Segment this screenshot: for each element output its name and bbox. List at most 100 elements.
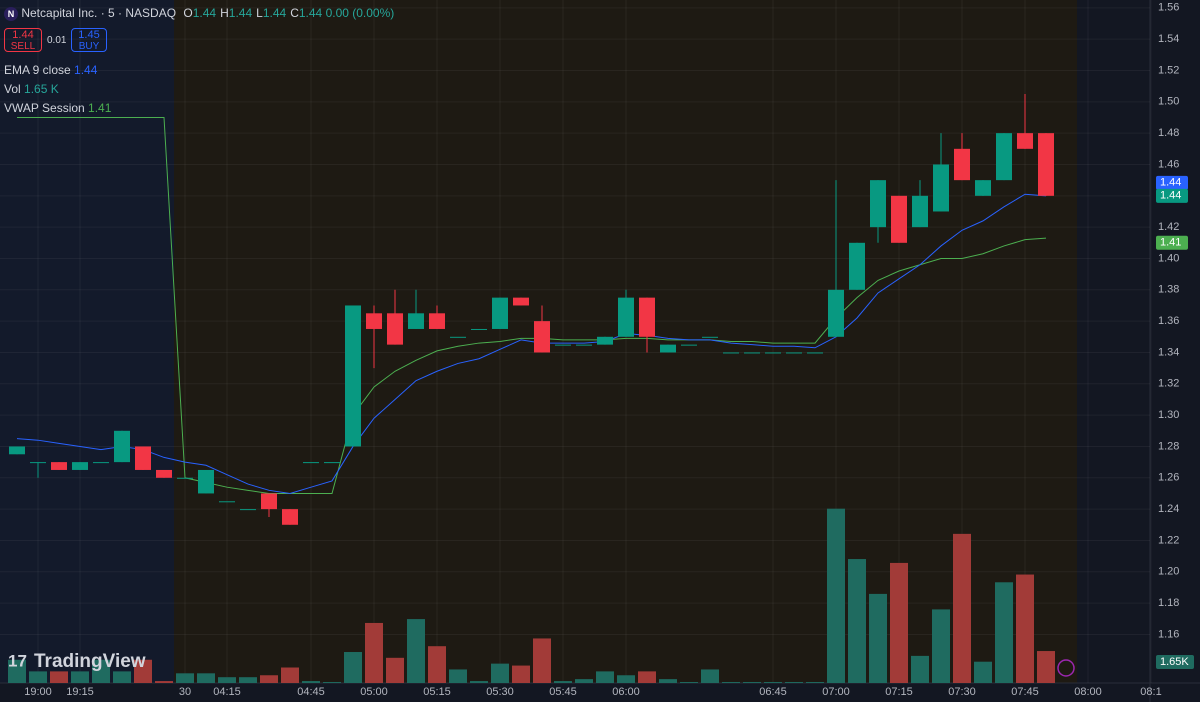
sell-price: 1.44 [12,29,34,41]
spread: 0.01 [47,35,67,46]
volume-bar [596,671,614,683]
x-tick-label: 05:15 [423,686,451,698]
axes: 1.16 1.18 1.20 1.22 1.24 1.26 1.28 1.30 1.32 1.34… [24,2,1194,698]
change: 0.00 (0.00%) [325,6,395,20]
premarket-session [174,0,1077,683]
buy-label: BUY [78,41,100,52]
ema-tag-bg [1156,175,1188,190]
candle-body [240,509,256,511]
ema-tag: 1.44 [1160,177,1181,189]
volume-bar [974,661,992,683]
x-tick-label: 08:1 [1140,686,1161,698]
volume-bar [260,675,278,683]
watermark: TradingView [34,651,146,672]
indicator: VWAP Session 1.41 [4,99,111,118]
volume-bar [995,582,1013,683]
ohlc-value: 1.44 [228,6,253,20]
indicator-name: Vol [4,82,21,96]
volume-tag-bg [1156,655,1194,670]
x-tick-label: 05:00 [360,686,388,698]
volume-bar [806,682,824,683]
candle-body [198,469,214,494]
candle-body [1017,133,1033,149]
candle-body [723,352,739,354]
watermark-logo: 17 [8,651,27,670]
sell-button[interactable]: 1.44 SELL [4,28,42,52]
buy-button[interactable]: 1.45 BUY [71,28,107,52]
candle-body [849,242,865,290]
ohlc-value: 1.44 [262,6,287,20]
volume-bar [617,675,635,683]
symbol: Netcapital Inc. · 5 · NASDAQ [21,6,177,20]
candle-body [219,501,235,503]
y-tick-label: 1.26 [1158,472,1179,484]
candle-body [912,195,928,228]
candle-body [1038,133,1054,196]
volume-bar [911,655,929,683]
volume-bar [638,671,656,683]
candle-body [681,344,697,346]
y-tick-label: 1.54 [1158,33,1179,45]
x-tick-label: 19:00 [24,686,52,698]
candle-body [765,352,781,354]
volume-bar [512,665,530,683]
volume-bar [113,671,131,683]
candle-body [408,313,424,329]
candle-body [954,148,970,181]
x-tick-label: 05:30 [486,686,514,698]
volume-bar [428,646,446,683]
candle-body [282,509,298,525]
candle-body [618,297,634,337]
volume-bar [701,669,719,683]
ohlc-key: C [290,6,299,20]
symbol-logo: N [4,7,18,21]
x-tick-label: 07:30 [948,686,976,698]
y-tick-label: 1.50 [1158,96,1179,108]
x-tick-label: 07:45 [1011,686,1039,698]
volume-bar [218,677,236,683]
y-tick-label: 1.28 [1158,440,1179,452]
candles [9,93,1054,525]
ohlc-key: H [220,6,229,20]
indicator: EMA 9 close 1.44 [4,61,111,80]
volume-bar [134,659,152,683]
volume-bar [659,679,677,683]
volume-bar [848,559,866,683]
volume-bar [890,562,908,683]
indicator-name: EMA 9 close [4,63,71,77]
symbol-row: N Netcapital Inc. · 5 · NASDAQ O1.44 H1.4… [4,6,394,21]
candle-body [597,336,613,345]
indicator-name: VWAP Session [4,101,85,115]
y-tick-label: 1.24 [1158,503,1179,515]
y-tick-label: 1.30 [1158,409,1179,421]
close-tag: 1.44 [1160,190,1181,202]
ohlc-key: O [183,6,193,20]
indicator: Vol 1.65 K [4,80,111,99]
y-tick-label: 1.16 [1158,628,1179,640]
replay-icon[interactable] [1057,659,1075,677]
x-tick-label: 19:15 [66,686,94,698]
y-tick-label: 1.34 [1158,346,1179,358]
volume-bar [554,681,572,683]
volume-bar [344,652,362,683]
close-tag-bg [1156,188,1188,203]
x-tick-label: 07:15 [885,686,913,698]
x-tick-label: 04:15 [213,686,241,698]
candle-body [744,352,760,354]
volume-tag: 1.65K [1160,656,1189,668]
volume-bar [386,657,404,683]
y-tick-label: 1.42 [1158,221,1179,233]
volume-bar [92,659,110,683]
candle-body [933,164,949,212]
indicator-value: 1.41 [88,101,112,115]
future-area [1077,0,1150,683]
y-tick-label: 1.32 [1158,378,1179,390]
candle-body [471,328,487,330]
volume-bar [365,622,383,683]
volume-bar [281,667,299,683]
indicator-value: 1.44 [74,63,98,77]
x-tick-label: 07:00 [822,686,850,698]
candle-body [30,462,46,464]
